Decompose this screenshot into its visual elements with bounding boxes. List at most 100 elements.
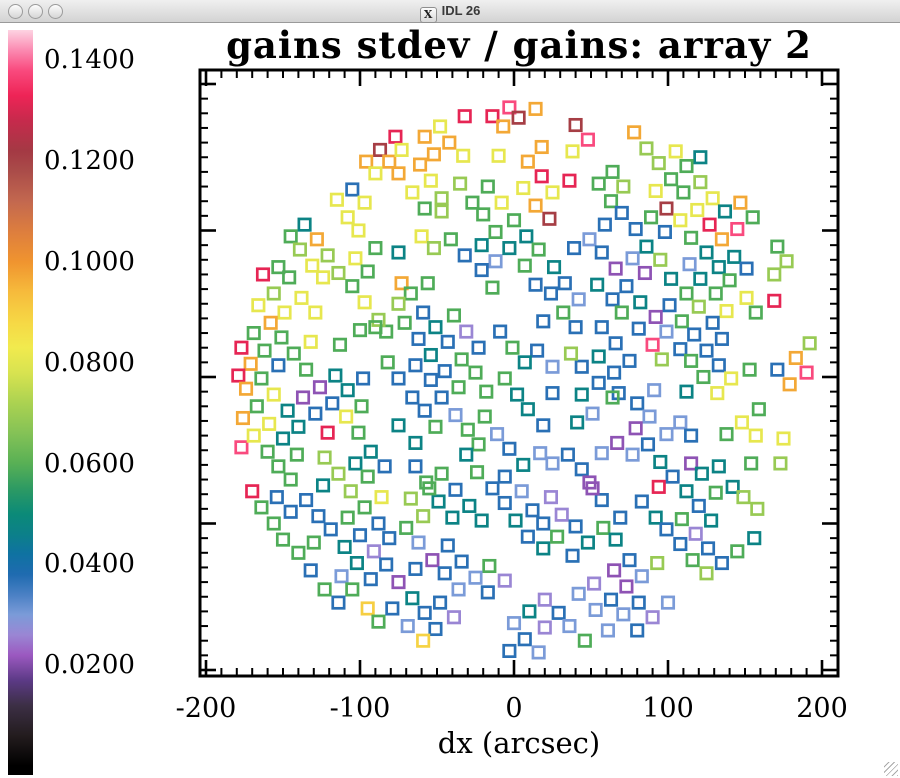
scatter-square xyxy=(345,182,360,197)
scatter-square xyxy=(659,522,674,537)
scatter-square xyxy=(694,466,709,481)
titlebar[interactable]: X IDL 26 xyxy=(0,0,900,23)
scatter-square xyxy=(490,427,505,442)
scatter-square xyxy=(315,270,331,285)
scatter-square xyxy=(331,265,346,281)
scatter-square xyxy=(682,257,697,272)
scatter-square xyxy=(534,169,549,184)
colorbar-label: 0.1400 xyxy=(44,45,135,76)
scatter-square xyxy=(263,315,278,330)
scatter-square xyxy=(474,513,489,528)
scatter-square xyxy=(536,418,551,433)
scatter-square xyxy=(673,536,688,552)
scatter-square xyxy=(283,504,298,519)
scatter-square xyxy=(360,264,375,279)
scatter-square xyxy=(516,457,531,472)
scatter-square xyxy=(382,531,397,546)
scatter-square xyxy=(434,204,449,219)
scatter-square xyxy=(613,510,628,525)
x11-icon: X xyxy=(419,7,437,23)
scatter-square xyxy=(315,478,331,493)
scatter-square xyxy=(699,566,714,581)
scatter-square xyxy=(403,491,418,506)
scatter-square xyxy=(770,239,785,254)
scatter-square xyxy=(280,403,295,418)
scatter-square xyxy=(405,185,420,200)
scatter-square xyxy=(653,454,668,470)
scatter-square xyxy=(371,312,386,327)
scatter-square xyxy=(275,431,291,446)
scatter-square xyxy=(502,643,517,659)
scatter-square xyxy=(704,513,719,528)
scatter-square xyxy=(651,479,666,494)
scatter-square xyxy=(391,245,406,260)
scatter-square xyxy=(685,553,700,568)
scatter-square xyxy=(417,129,432,144)
minimize-button[interactable] xyxy=(28,4,43,19)
scatter-square xyxy=(340,383,355,398)
scatter-square xyxy=(693,150,708,165)
scatter-square xyxy=(616,607,631,622)
scatter-square xyxy=(246,326,261,341)
scatter-square xyxy=(603,592,619,607)
scatter-square xyxy=(235,410,251,426)
scatter-square xyxy=(679,158,694,174)
scatter-square xyxy=(684,353,699,368)
scatter-square xyxy=(717,204,733,219)
scatter-square xyxy=(357,500,372,515)
scatter-square xyxy=(640,437,656,452)
scatter-square xyxy=(343,484,358,499)
scatter-square xyxy=(433,595,448,610)
scatter-square xyxy=(742,362,757,377)
scatter-square xyxy=(282,270,297,285)
x-tick-label: 100 xyxy=(642,693,694,724)
scatter-square xyxy=(700,541,716,556)
window-title-text: IDL 26 xyxy=(441,3,481,18)
scatter-square xyxy=(645,337,660,352)
scatter-square xyxy=(537,592,552,607)
scatter-square xyxy=(360,601,375,616)
scatter-square xyxy=(266,387,281,402)
scatter-square xyxy=(471,437,486,452)
scatter-square xyxy=(510,387,525,402)
colorbar-label: 0.1000 xyxy=(44,246,135,277)
scatter-square xyxy=(619,279,634,294)
resize-grip[interactable] xyxy=(884,762,898,776)
scatter-square xyxy=(422,481,437,496)
scatter-square xyxy=(443,232,458,247)
scatter-square xyxy=(660,595,676,610)
scatter-square xyxy=(505,340,520,355)
scatter-square xyxy=(560,447,575,462)
scatter-square xyxy=(570,415,585,430)
scatter-square xyxy=(767,293,782,308)
close-button[interactable] xyxy=(8,4,23,19)
scatter-square xyxy=(485,280,500,295)
scatter-square xyxy=(662,298,677,313)
scatter-square xyxy=(428,320,443,335)
scatter-square xyxy=(745,210,760,225)
scatter-square xyxy=(571,292,586,307)
plot-title: gains stdev / gains: array 2 xyxy=(226,23,812,67)
scatter-square xyxy=(251,298,266,313)
scatter-square xyxy=(379,557,394,572)
scatter-square xyxy=(714,331,729,346)
scatter-square xyxy=(348,456,363,471)
scatter-square xyxy=(400,618,415,634)
scatter-square xyxy=(403,286,418,301)
scatter-square xyxy=(574,462,589,477)
scatter-square xyxy=(528,101,543,116)
scatter-square xyxy=(550,529,565,544)
scatter-square xyxy=(708,286,723,301)
scatter-square xyxy=(488,224,503,240)
scatter-square xyxy=(289,447,304,462)
scatter-square xyxy=(714,232,729,247)
scatter-square xyxy=(622,353,637,368)
zoom-button[interactable] xyxy=(48,4,63,19)
scatter-square xyxy=(345,582,360,597)
x-axis-label: dx (arcsec) xyxy=(438,726,600,760)
scatter-square xyxy=(453,176,468,191)
scatter-square xyxy=(360,469,375,484)
scatter-square xyxy=(459,447,474,462)
scatter-square xyxy=(299,362,314,377)
scatter-square xyxy=(699,343,714,358)
